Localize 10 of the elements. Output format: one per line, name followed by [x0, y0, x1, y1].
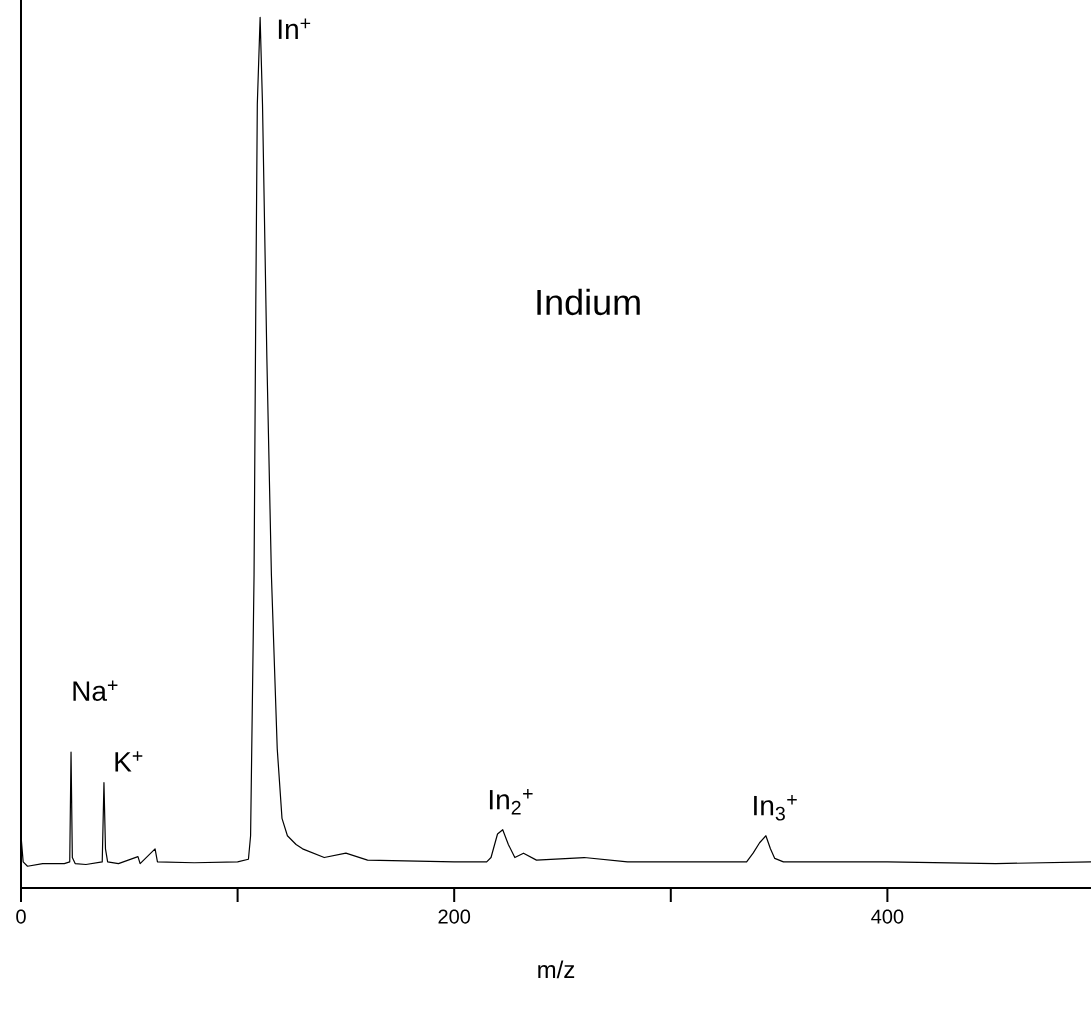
x-tick-label: 200	[438, 909, 471, 924]
annotation: In$_{2}$+	[489, 789, 533, 815]
annotation: Indium	[537, 288, 640, 316]
x-tick-label: 400	[871, 909, 904, 924]
x-tick-label: 0	[16, 909, 26, 924]
annotation: K$^{+}$	[115, 751, 143, 772]
x-axis-title: m/z	[538, 960, 575, 979]
annotation: In$_{3}$+	[754, 794, 797, 821]
annotation: Na$^{+}$	[73, 680, 118, 701]
annotation: In$^{+}$	[278, 18, 311, 39]
